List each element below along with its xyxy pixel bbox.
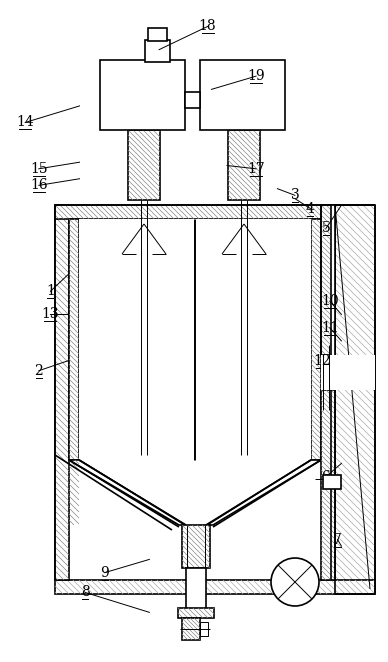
Text: 1: 1 [46,284,55,299]
Text: 2: 2 [35,363,43,378]
Bar [186,568,206,612]
Text: 11: 11 [321,320,339,335]
Text: 9: 9 [100,565,109,580]
Bar [323,475,341,489]
Bar [55,205,335,219]
Bar [128,130,160,200]
Text: 5: 5 [322,221,330,236]
Bar [200,622,208,636]
Text: 12: 12 [313,354,331,368]
Text: 7: 7 [333,532,342,547]
Text: 16: 16 [30,178,48,193]
Bar [182,525,210,568]
Bar [321,390,335,580]
Bar [148,28,167,41]
Circle shape [271,558,319,606]
Text: 10: 10 [321,294,339,308]
Bar [321,355,375,390]
Text: 14: 14 [16,115,34,130]
Text: 6: 6 [322,469,330,484]
Bar [321,205,335,355]
Bar [79,219,311,460]
Text: 4: 4 [306,201,315,216]
Text: 19: 19 [247,69,265,83]
Bar [100,60,185,130]
Bar [311,219,321,460]
Text: 8: 8 [81,585,90,600]
Bar [182,618,200,640]
Polygon shape [207,460,321,525]
Bar [200,60,285,130]
Text: 3: 3 [291,188,299,203]
Text: 15: 15 [30,162,48,176]
Bar [331,205,335,355]
Bar [69,219,79,460]
Bar [335,205,375,594]
Bar [55,580,375,594]
Bar [55,205,69,580]
Bar [178,608,214,618]
Text: 18: 18 [199,19,217,34]
Bar [185,92,200,108]
Polygon shape [69,460,185,525]
Bar [145,40,170,62]
Text: 13: 13 [42,307,59,322]
Bar [228,130,260,200]
Text: 17: 17 [247,162,265,176]
